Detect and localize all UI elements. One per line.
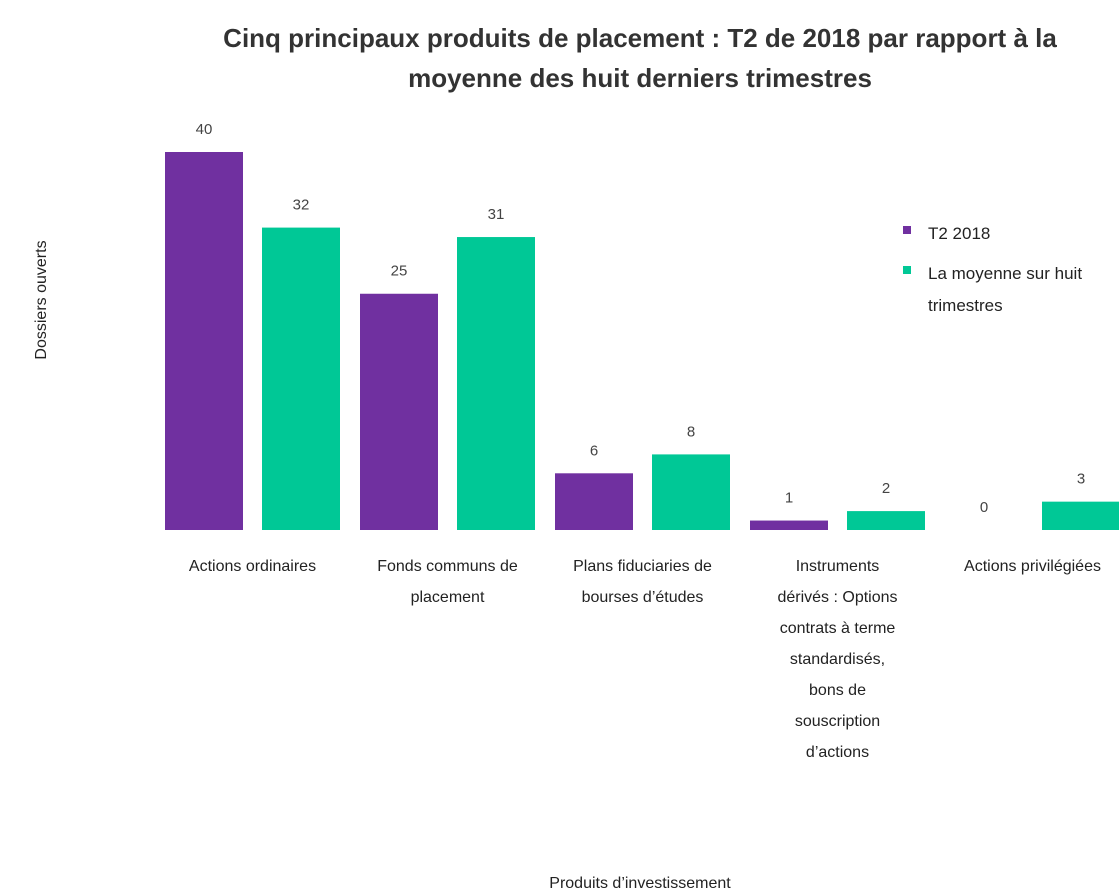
x-tick-label: Instruments dérivés : Options contrats à… [777,558,898,761]
x-tick-label: Actions ordinaires [188,558,317,575]
data-label: 1 [785,490,793,507]
bar [652,454,730,530]
legend-swatch [903,226,911,234]
bar [165,152,243,530]
bar [457,237,535,531]
legend-swatch [903,266,911,274]
bar [1042,501,1119,530]
data-label: 8 [687,423,695,440]
x-tick-label: Fonds communs de placement [377,558,518,606]
data-label: 0 [980,499,988,516]
data-label: 2 [882,480,890,497]
bar [555,473,633,530]
data-label: 3 [1077,471,1085,488]
data-label: 25 [391,263,408,280]
legend-label: T2 2018 [928,224,991,243]
data-label: 32 [293,197,310,214]
x-tick-label: Plans fiduciaries de bourses d’études [573,558,712,606]
data-label: 40 [196,121,213,138]
data-label: 31 [488,206,505,223]
bar [360,293,438,530]
bar [750,520,828,530]
data-label: 6 [590,442,598,459]
chart-title: Cinq principaux produits de placement : … [223,23,1057,93]
legend-label: La moyenne sur huit trimestres [928,264,1083,315]
bar [262,227,340,530]
x-tick-label: Actions privilégiées [964,558,1101,575]
x-axis-label: Produits d’investissement [549,875,731,892]
y-axis-label: Dossiers ouverts [33,240,50,359]
bar [847,511,925,530]
